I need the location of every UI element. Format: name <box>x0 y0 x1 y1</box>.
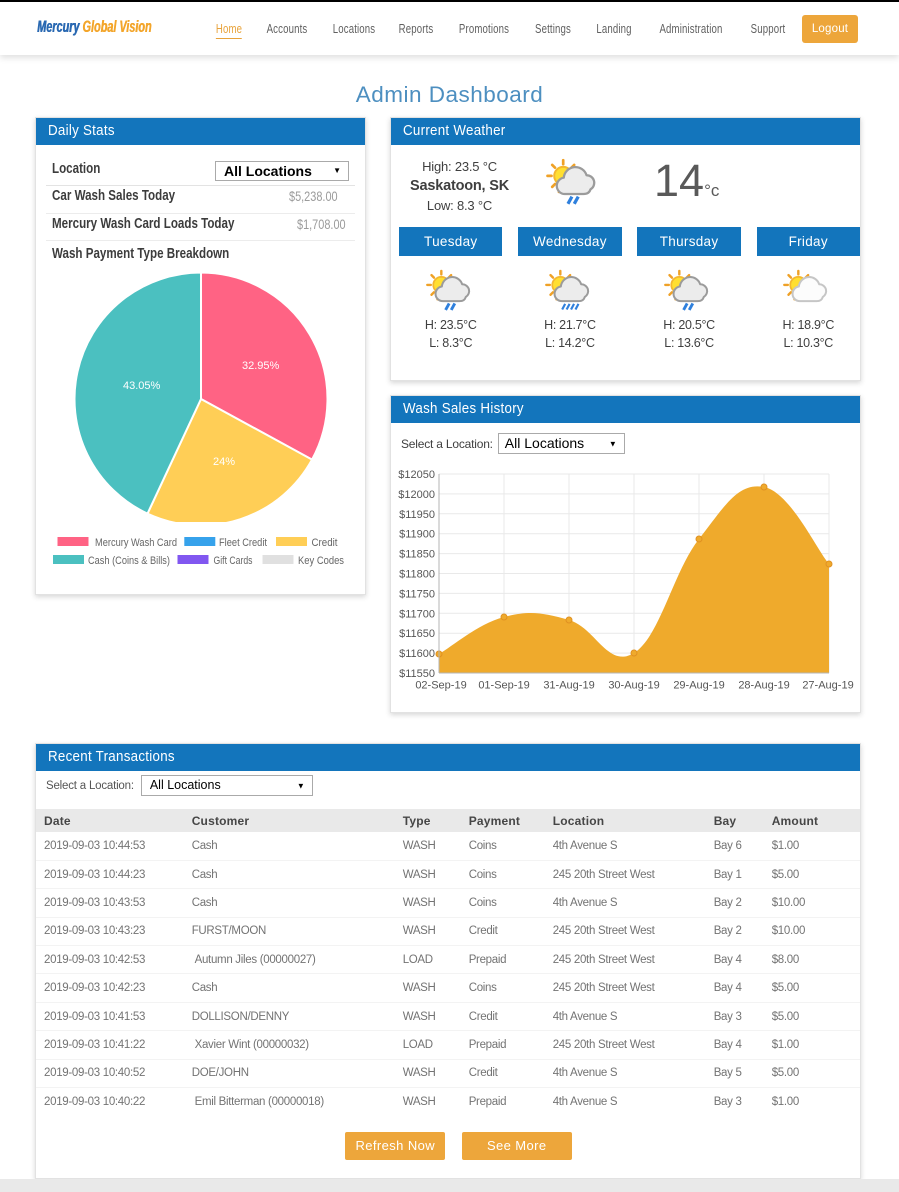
svg-text:Gift Cards: Gift Cards <box>214 555 253 567</box>
svg-text:43.05%: 43.05% <box>123 380 161 392</box>
svg-text:30-Aug-19: 30-Aug-19 <box>608 680 659 692</box>
svg-text:Cash (Coins & Bills): Cash (Coins & Bills) <box>88 555 170 567</box>
svg-text:32.95%: 32.95% <box>242 360 280 372</box>
svg-text:$11950: $11950 <box>399 509 435 521</box>
svg-text:Key Codes: Key Codes <box>298 555 344 567</box>
svg-text:$11650: $11650 <box>399 628 435 640</box>
svg-text:29-Aug-19: 29-Aug-19 <box>673 680 724 692</box>
svg-text:$11850: $11850 <box>399 549 435 561</box>
svg-text:Fleet Credit: Fleet Credit <box>219 537 267 549</box>
svg-text:$11700: $11700 <box>399 608 435 620</box>
svg-text:02-Sep-19: 02-Sep-19 <box>415 680 466 692</box>
svg-text:$11900: $11900 <box>399 529 435 541</box>
svg-text:$11750: $11750 <box>399 588 435 600</box>
svg-text:27-Aug-19: 27-Aug-19 <box>802 680 853 692</box>
svg-text:01-Sep-19: 01-Sep-19 <box>478 680 529 692</box>
svg-text:$12000: $12000 <box>398 489 435 501</box>
svg-text:Mercury Wash Card: Mercury Wash Card <box>95 537 177 549</box>
svg-text:Credit: Credit <box>312 537 338 549</box>
svg-text:$11600: $11600 <box>399 648 435 660</box>
svg-text:$11800: $11800 <box>399 569 435 581</box>
svg-text:28-Aug-19: 28-Aug-19 <box>738 680 789 692</box>
svg-text:24%: 24% <box>213 456 235 468</box>
svg-text:$12050: $12050 <box>398 469 435 481</box>
svg-text:$11550: $11550 <box>399 668 435 680</box>
svg-text:31-Aug-19: 31-Aug-19 <box>543 680 594 692</box>
